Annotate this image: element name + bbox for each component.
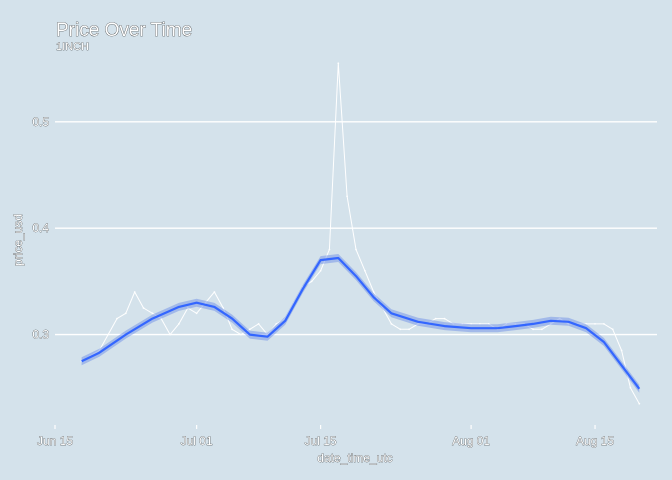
x-axis: Jun 15 Jul 01 Jul 15 Aug 01 Aug 15 [37, 425, 615, 448]
price-point [178, 323, 180, 325]
grid [55, 121, 657, 336]
x-tick-label: Jul 01 [181, 434, 213, 448]
price-point [541, 328, 543, 331]
price-point [124, 312, 127, 315]
price-point [638, 402, 641, 405]
x-tick-label: Jun 15 [37, 434, 73, 448]
price-point [629, 386, 632, 389]
price-point [328, 248, 331, 251]
x-axis-label: date_time_utc [317, 451, 392, 465]
x-tick-label: Aug 01 [452, 434, 490, 448]
price-point [443, 317, 446, 320]
series-layer [80, 62, 641, 405]
price-point [399, 328, 402, 331]
price-point [310, 280, 313, 283]
chart-subtitle: 1INCH [56, 41, 89, 53]
y-tick-label: 0.3 [32, 328, 49, 342]
price-point [169, 333, 172, 336]
price-point [346, 195, 348, 198]
price-point [213, 291, 216, 293]
price-point [532, 328, 534, 331]
price-point [390, 323, 393, 325]
price-point [355, 248, 357, 251]
x-tick-label: Aug 15 [576, 434, 614, 448]
price-point [151, 312, 154, 315]
price-point [594, 323, 596, 325]
price-point [240, 333, 242, 336]
price-point [603, 323, 605, 325]
chart-title: Price Over Time [56, 20, 192, 41]
price-point [257, 323, 260, 325]
price-point [319, 269, 322, 272]
price-point [231, 328, 234, 331]
price-point [337, 62, 340, 65]
price-point [116, 317, 118, 320]
price-point [275, 323, 278, 325]
price-line [81, 62, 640, 404]
y-tick-label: 0.4 [32, 221, 49, 235]
price-point [408, 328, 410, 331]
smooth-trend-line [81, 256, 641, 390]
y-axis: 0.3 0.4 0.5 [32, 115, 50, 342]
price-point [372, 291, 375, 293]
price-point [434, 317, 437, 320]
price-point [364, 269, 366, 272]
price-point [620, 349, 623, 352]
price-point [107, 333, 109, 336]
y-tick-label: 0.5 [32, 115, 49, 129]
x-tick-label: Jul 15 [305, 434, 337, 448]
price-point [248, 328, 251, 331]
price-point [195, 312, 198, 315]
price-point [142, 307, 145, 309]
price-point [133, 291, 136, 293]
price-point [611, 328, 614, 331]
y-axis-label: price_usd [11, 214, 25, 266]
